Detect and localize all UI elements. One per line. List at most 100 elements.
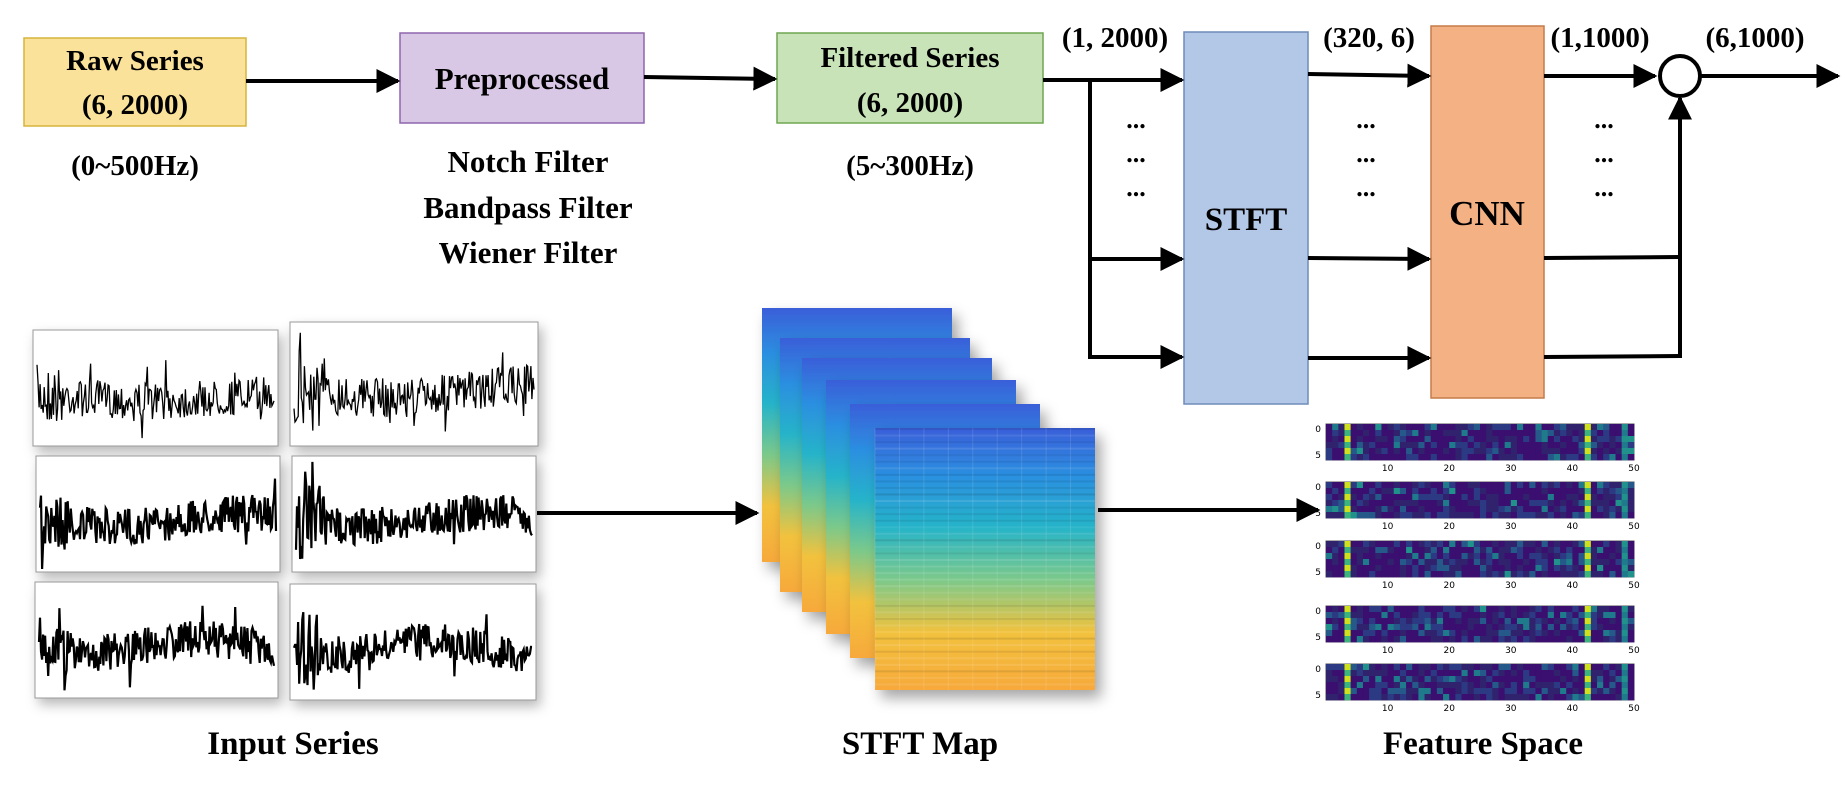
heatmap-cell [1590, 676, 1598, 683]
spectrogram-band [875, 532, 1095, 535]
heatmap-cell [1418, 500, 1425, 507]
heatmap-cell [1406, 559, 1413, 566]
heatmap-cell [1486, 559, 1493, 566]
heatmap-cell [1566, 664, 1573, 671]
heatmap-cell [1535, 688, 1542, 695]
heatmap-cell [1424, 688, 1432, 695]
heatmap-cell [1344, 506, 1351, 513]
heatmap-cell [1553, 488, 1561, 495]
filtered-series-shape: (6, 2000) [857, 87, 963, 119]
heatmap-cell [1603, 506, 1610, 513]
heatmap-cell [1516, 630, 1524, 637]
heatmap-cell [1350, 676, 1358, 683]
heatmap-cell [1412, 448, 1419, 455]
heatmap-cell [1350, 571, 1358, 578]
heatmap-cell [1369, 506, 1376, 513]
heatmap-cell [1597, 559, 1604, 566]
heatmap-cell [1326, 571, 1333, 578]
heatmap-cell [1424, 618, 1432, 625]
heatmap-cell [1381, 636, 1388, 643]
heatmap-cell [1480, 547, 1487, 554]
heatmap-cell [1375, 482, 1382, 489]
heatmap-cell [1338, 694, 1345, 701]
heatmap-cell [1350, 559, 1358, 566]
heatmap-cell [1461, 606, 1468, 613]
heatmap-cell [1541, 454, 1549, 461]
heatmap-cell [1486, 506, 1493, 513]
heatmap-cell [1609, 565, 1616, 572]
heatmap-cell [1504, 494, 1512, 501]
heatmap-cell [1381, 553, 1388, 560]
heatmap-cell [1590, 559, 1598, 566]
heatmap-cell [1455, 424, 1462, 431]
heatmap-cell [1529, 612, 1536, 619]
heatmap-cell [1338, 630, 1345, 637]
heatmap-cell [1326, 488, 1333, 495]
heatmap-cell [1590, 612, 1598, 619]
heatmap-cell [1510, 670, 1518, 677]
heatmap-cell [1344, 670, 1351, 677]
raw-series-box [23, 37, 247, 127]
heatmap-cell [1584, 694, 1592, 701]
heatmap-cell [1381, 424, 1388, 431]
heatmap-cell [1547, 676, 1555, 683]
heatmap-cell [1510, 676, 1518, 683]
heatmap-cell [1560, 618, 1567, 625]
heatmap-cell [1418, 630, 1425, 637]
heatmap-cell [1362, 436, 1370, 443]
ellipsis: ... [1594, 139, 1614, 168]
heatmap-cell [1387, 512, 1395, 519]
heatmap-cell [1566, 630, 1573, 637]
heatmap-cell [1375, 571, 1382, 578]
heatmap-cell [1412, 454, 1419, 461]
heatmap-cell [1424, 682, 1432, 689]
heatmap-cell [1584, 506, 1592, 513]
heatmap-cell [1473, 494, 1481, 501]
heatmap-cell [1615, 547, 1622, 554]
heatmap-cell [1455, 624, 1462, 631]
heatmap-cell [1480, 670, 1487, 677]
heatmap-cell [1387, 670, 1395, 677]
heatmap-cell [1369, 682, 1376, 689]
heatmap-cell [1590, 688, 1598, 695]
heatmap-cell [1350, 547, 1358, 554]
arrow-stft-cnn-2 [1307, 246, 1432, 271]
heatmap-cell [1326, 436, 1333, 443]
heatmap-cell [1430, 512, 1438, 519]
heatmap-cell [1387, 494, 1395, 501]
sum-node [1658, 54, 1702, 98]
heatmap-cell [1560, 442, 1567, 449]
heatmap-cell [1443, 494, 1450, 501]
heatmap-cell [1584, 488, 1592, 495]
waveform-panel [289, 321, 539, 447]
heatmap-cell [1584, 606, 1592, 613]
heatmap-cell [1356, 630, 1364, 637]
heatmap-cell [1406, 436, 1413, 443]
heatmap-cell [1369, 676, 1376, 683]
heatmap-cell [1486, 500, 1493, 507]
heatmap-cell [1597, 482, 1604, 489]
heatmap-cell [1572, 488, 1579, 495]
heatmap-cell [1381, 436, 1388, 443]
heatmap-cell [1449, 682, 1456, 689]
heatmap-cell [1473, 541, 1481, 548]
heatmap-cell [1510, 512, 1518, 519]
heatmap-cell [1498, 682, 1505, 689]
heatmap-cell [1584, 612, 1592, 619]
heatmap-cell [1492, 430, 1499, 437]
heatmap-cell [1560, 547, 1567, 554]
heatmap-cell [1350, 448, 1358, 455]
heatmap-cell [1375, 694, 1382, 701]
heatmap-cell [1350, 506, 1358, 513]
heatmap-cell [1486, 571, 1493, 578]
heatmap-cell [1406, 636, 1413, 643]
heatmap-cell [1461, 494, 1468, 501]
heatmap-xtick: 40 [1567, 704, 1579, 714]
spectrogram-band [875, 447, 1095, 450]
heatmap-cell [1553, 618, 1561, 625]
heatmap-cell [1492, 559, 1499, 566]
heatmap-cell [1369, 488, 1376, 495]
heatmap-cell [1510, 494, 1518, 501]
heatmap-cell [1387, 488, 1395, 495]
heatmap-cell [1399, 512, 1407, 519]
